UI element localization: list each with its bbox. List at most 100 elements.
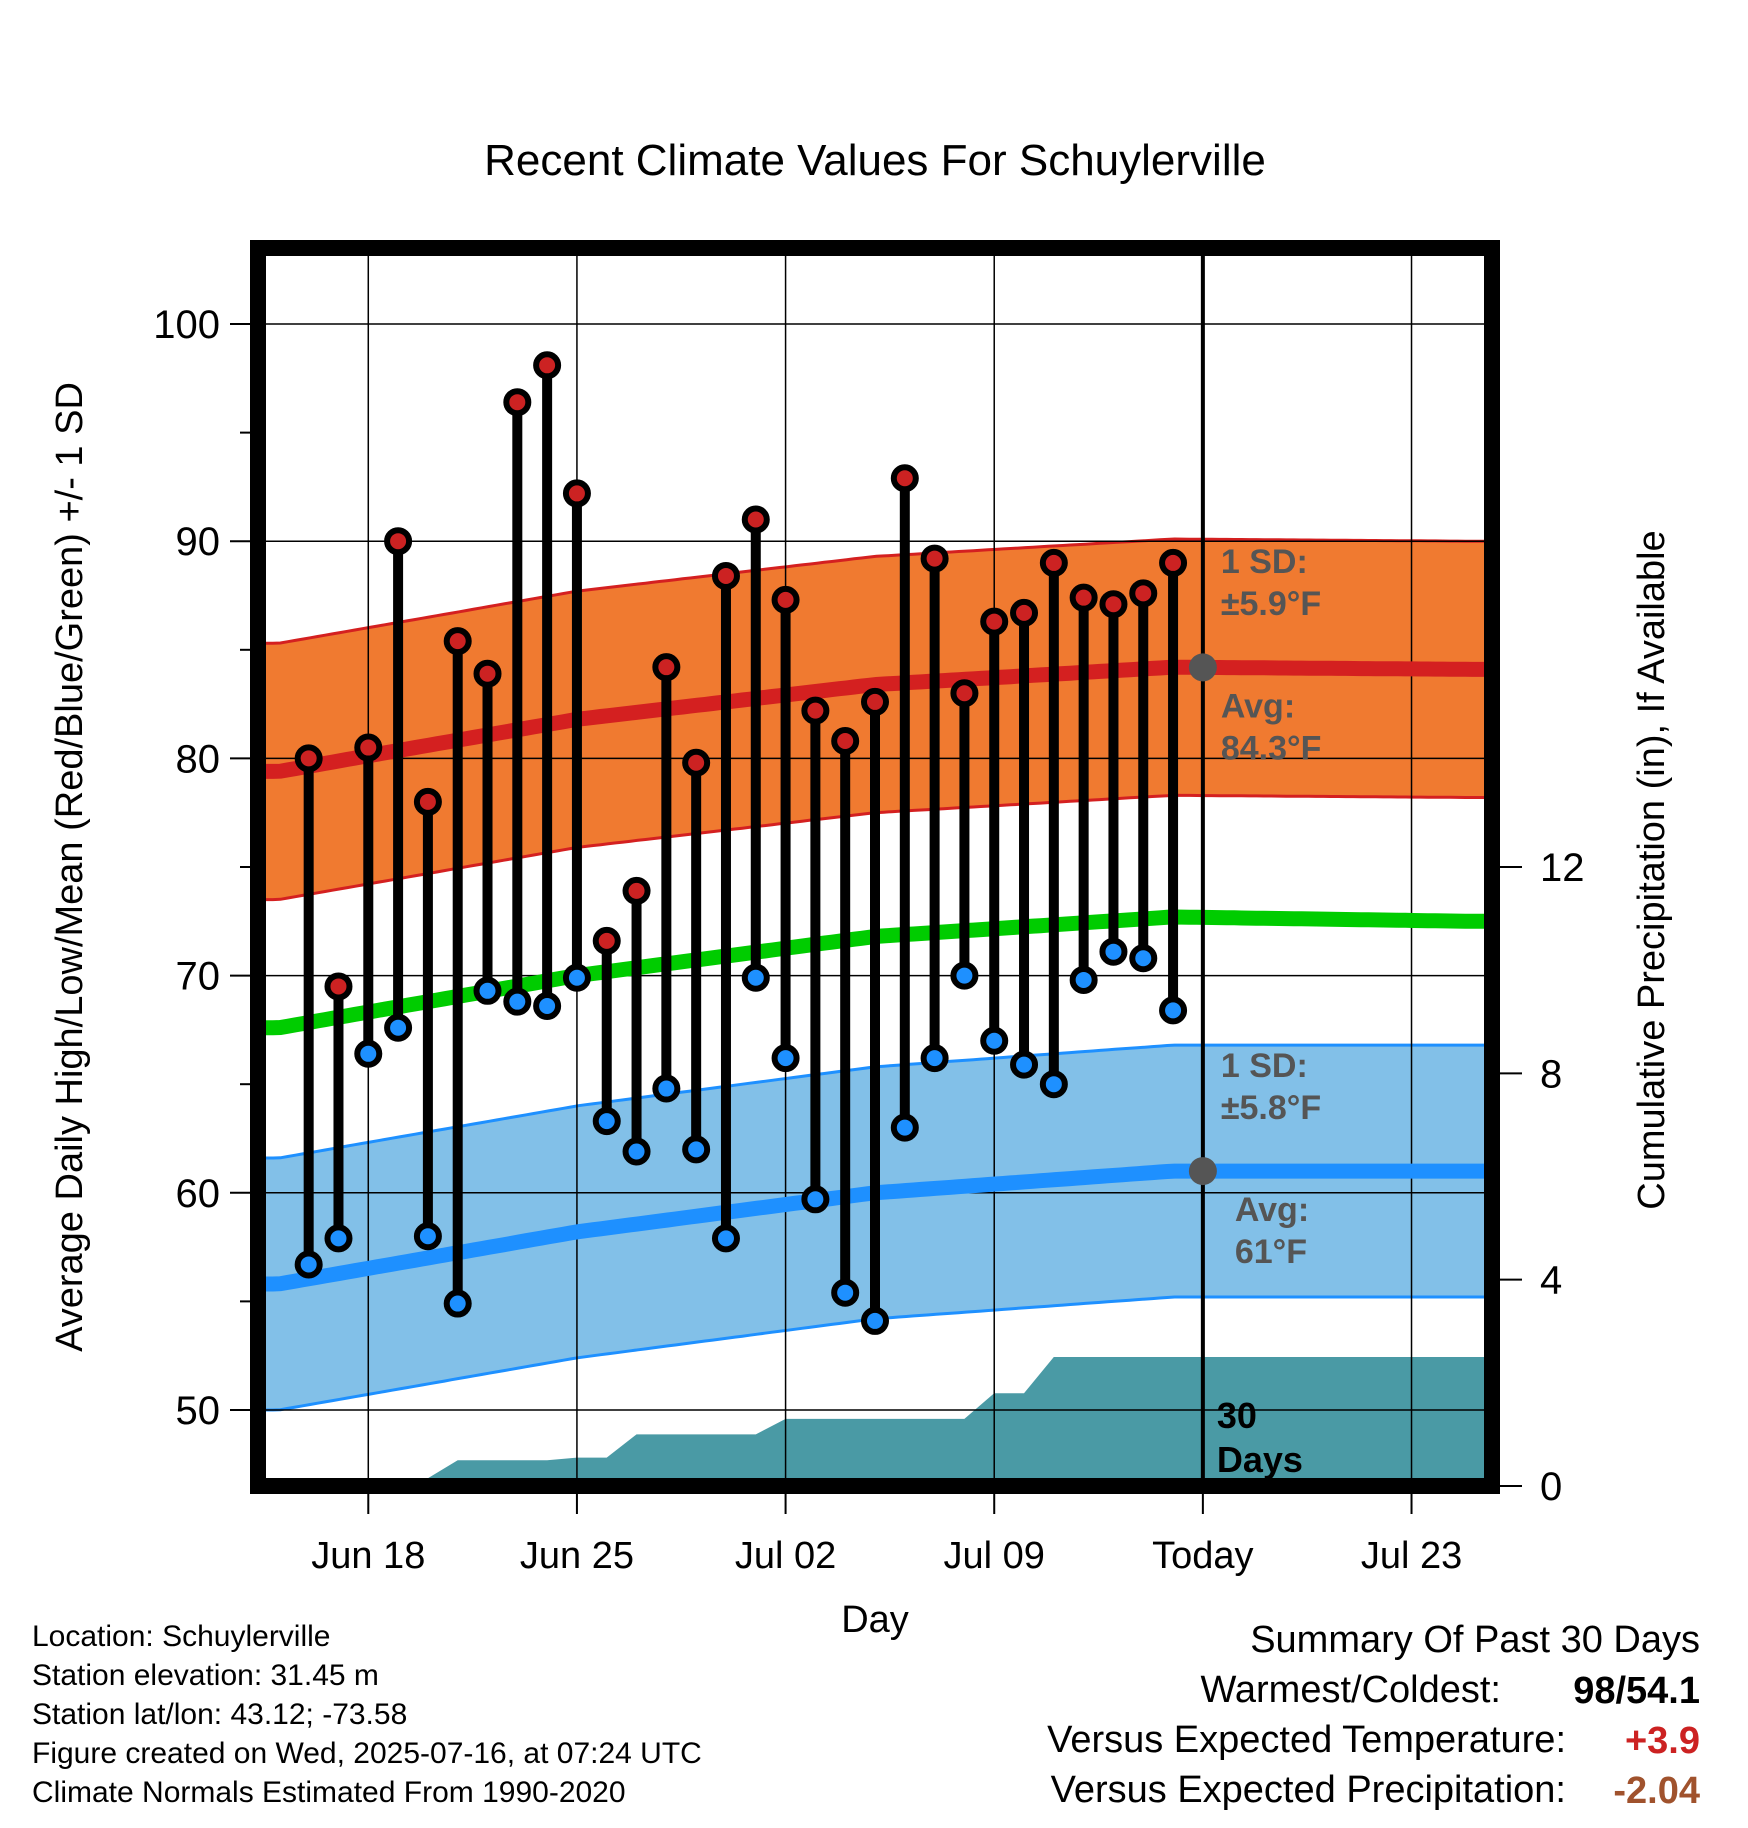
y-tick-label: 50 <box>176 1389 221 1433</box>
summary-precip-value: -2.04 <box>1613 1770 1700 1812</box>
info-created: Figure created on Wed, 2025-07-16, at 07… <box>32 1737 702 1770</box>
daily-high-marker <box>682 748 711 777</box>
summary-warmest-coldest-value: 98/54.1 <box>1573 1670 1700 1712</box>
info-elevation: Station elevation: 31.45 m <box>32 1659 379 1692</box>
y2-tick-label: 4 <box>1540 1259 1562 1303</box>
daily-high-marker <box>831 727 860 756</box>
y2-axis-label: Cumulative Precipitation (in), If Availa… <box>1631 530 1673 1209</box>
precip-area <box>278 1357 1492 1486</box>
daily-high-marker <box>413 787 442 816</box>
x-tick-label: Jul 02 <box>735 1535 836 1577</box>
daily-low-marker <box>562 963 591 992</box>
summary-precip-label: Versus Expected Precipitation: <box>1050 1769 1566 1811</box>
daily-low-marker <box>771 1044 800 1073</box>
daily-low-marker <box>503 987 532 1016</box>
x-tick-label: Jul 23 <box>1361 1535 1462 1577</box>
daily-high-marker <box>1039 548 1068 577</box>
daily-high-marker <box>890 464 919 493</box>
daily-low-marker <box>711 1224 740 1253</box>
daily-low-marker <box>324 1224 353 1253</box>
days-annotation-line-0: 30 <box>1217 1395 1257 1436</box>
x-axis-label: Day <box>841 1599 909 1641</box>
daily-high-marker <box>503 388 532 417</box>
daily-low-marker <box>1159 996 1188 1025</box>
daily-low-marker <box>354 1039 383 1068</box>
y2-tick-label: 12 <box>1540 846 1585 890</box>
daily-low-marker <box>1099 937 1128 966</box>
daily-low-marker <box>413 1222 442 1251</box>
daily-low-marker <box>801 1185 830 1214</box>
low-sd-annotation-line-1: ±5.8°F <box>1221 1089 1321 1127</box>
y-tick-label: 80 <box>176 737 221 781</box>
y-axis-label: Average Daily High/Low/Mean (Red/Blue/Gr… <box>49 382 91 1352</box>
normal-high-line <box>258 659 1488 779</box>
daily-low-marker <box>473 976 502 1005</box>
summary-heading: Summary Of Past 30 Days <box>1250 1619 1700 1661</box>
plot-frame <box>250 240 1500 1494</box>
low-avg-annotation-line-0: Avg: <box>1235 1191 1309 1229</box>
daily-low-marker <box>950 961 979 990</box>
chart-title: Recent Climate Values For Schuylerville <box>484 136 1266 185</box>
daily-high-marker <box>294 744 323 773</box>
daily-high-marker <box>980 607 1009 636</box>
y-tick-label: 100 <box>153 303 220 347</box>
y-tick-label: 90 <box>176 520 221 564</box>
daily-high-marker <box>652 653 681 682</box>
x-tick-label: Jul 09 <box>944 1535 1045 1577</box>
daily-low-marker <box>652 1074 681 1103</box>
daily-low-marker <box>1129 944 1158 973</box>
daily-low-marker <box>890 1113 919 1142</box>
daily-high-marker <box>324 972 353 1001</box>
daily-high-marker <box>533 351 562 380</box>
daily-high-marker <box>1159 548 1188 577</box>
high-avg-annotation-line-0: Avg: <box>1221 687 1295 725</box>
info-normals: Climate Normals Estimated From 1990-2020 <box>32 1776 626 1809</box>
daily-high-marker <box>1129 579 1158 608</box>
y-tick-label: 70 <box>176 955 221 999</box>
days-annotation-line-1: Days <box>1217 1439 1303 1480</box>
daily-high-marker <box>354 733 383 762</box>
daily-high-marker <box>801 696 830 725</box>
daily-high-marker <box>473 659 502 688</box>
daily-high-marker <box>861 687 889 716</box>
daily-high-marker <box>443 627 472 656</box>
daily-high-marker <box>1010 598 1039 627</box>
high-sd-annotation-line-1: ±5.9°F <box>1221 585 1321 623</box>
daily-high-marker <box>741 505 770 534</box>
x-tick-label: Jun 18 <box>311 1535 425 1577</box>
y2-tick-label: 8 <box>1540 1052 1562 1096</box>
info-latlon: Station lat/lon: 43.12; -73.58 <box>32 1698 408 1731</box>
daily-low-marker <box>1039 1070 1068 1099</box>
summary-temp-label: Versus Expected Temperature: <box>1047 1719 1566 1761</box>
high-sd-annotation-line-0: 1 SD: <box>1221 543 1308 581</box>
low-sd-annotation-line-0: 1 SD: <box>1221 1047 1308 1085</box>
daily-low-marker <box>294 1250 323 1279</box>
daily-low-marker <box>443 1289 472 1318</box>
daily-low-marker <box>980 1026 1009 1055</box>
summary-temp-value: +3.9 <box>1624 1720 1700 1762</box>
high-avg-annotation-line-1: 84.3°F <box>1221 729 1322 767</box>
daily-low-marker <box>533 992 562 1021</box>
y2-tick-label: 0 <box>1540 1465 1562 1509</box>
daily-high-marker <box>1099 590 1128 619</box>
x-tick-label: Jun 25 <box>520 1535 634 1577</box>
today-low-avg-marker <box>1188 1157 1217 1186</box>
high-sd-upper-edge <box>258 537 1488 645</box>
daily-low-marker <box>741 963 770 992</box>
daily-low-marker <box>384 1013 413 1042</box>
daily-high-marker <box>622 876 651 905</box>
daily-high-marker <box>950 679 979 708</box>
daily-low-marker <box>831 1278 860 1307</box>
daily-high-marker <box>771 585 800 614</box>
daily-low-marker <box>592 1107 621 1136</box>
daily-low-marker <box>920 1044 949 1073</box>
daily-low-marker <box>861 1306 889 1335</box>
low-avg-annotation-line-1: 61°F <box>1235 1233 1307 1271</box>
summary-warmest-coldest-label: Warmest/Coldest: <box>1200 1669 1501 1711</box>
daily-high-marker <box>592 926 621 955</box>
y-tick-label: 60 <box>176 1172 221 1216</box>
daily-low-marker <box>1010 1050 1039 1079</box>
x-tick-label: Today <box>1152 1535 1253 1577</box>
today-high-avg-marker <box>1188 653 1217 682</box>
